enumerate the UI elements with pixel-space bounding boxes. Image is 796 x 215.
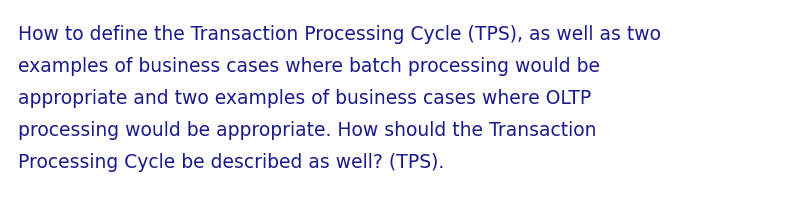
Text: processing would be appropriate. How should the Transaction: processing would be appropriate. How sho… — [18, 121, 596, 140]
Text: appropriate and two examples of business cases where OLTP: appropriate and two examples of business… — [18, 89, 591, 108]
Text: How to define the Transaction Processing Cycle (TPS), as well as two: How to define the Transaction Processing… — [18, 25, 661, 44]
Text: examples of business cases where batch processing would be: examples of business cases where batch p… — [18, 57, 600, 76]
Text: Processing Cycle be described as well? (TPS).: Processing Cycle be described as well? (… — [18, 153, 444, 172]
